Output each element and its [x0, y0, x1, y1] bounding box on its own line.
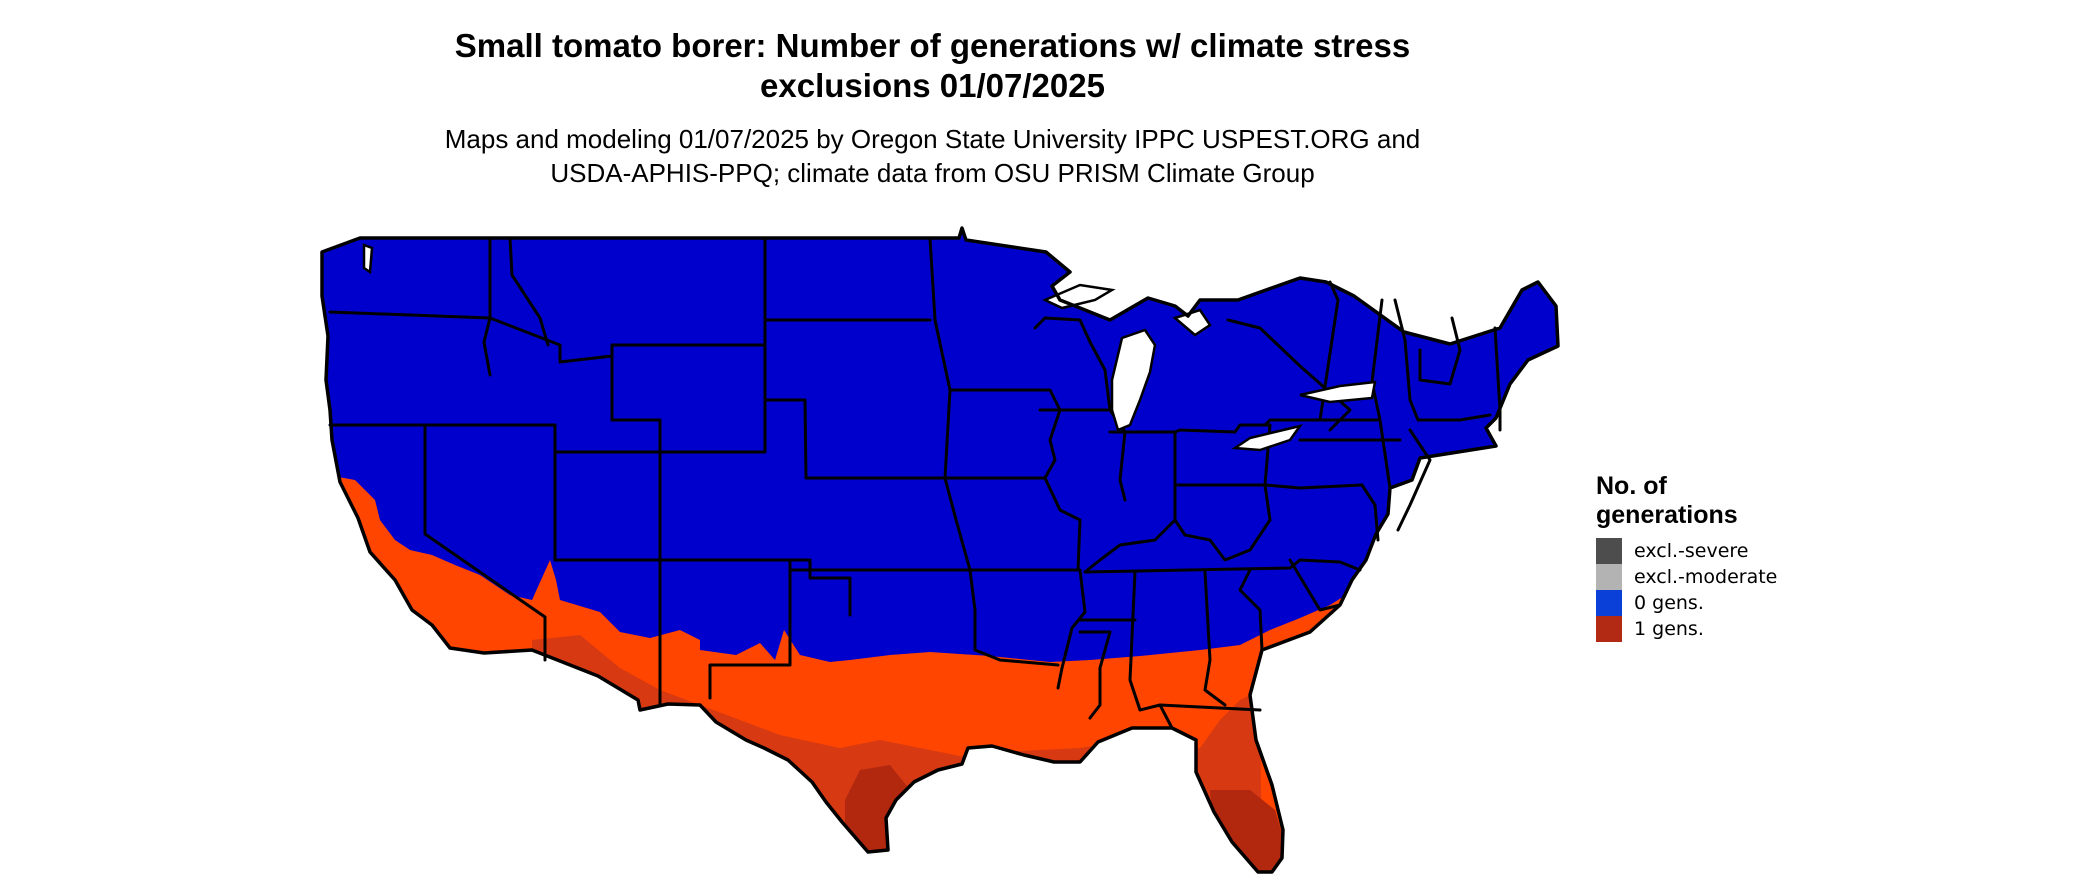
legend-item-excl-moderate: excl.-moderate	[1596, 564, 1896, 590]
legend-label-excl-moderate: excl.-moderate	[1634, 566, 1778, 588]
legend-label-1-gens: 1 gens.	[1634, 618, 1704, 640]
legend-swatch-excl-severe	[1596, 538, 1622, 564]
legend-label-0-gens: 0 gens.	[1634, 592, 1704, 614]
zone-dark-red	[845, 765, 1290, 872]
map-title-line-2: exclusions 01/07/2025	[760, 67, 1105, 104]
map-title-line-1: Small tomato borer: Number of generation…	[454, 27, 1411, 64]
legend-swatch-excl-moderate	[1596, 564, 1622, 590]
legend-swatch-0-gens	[1596, 590, 1622, 616]
legend-title-line-2: generations	[1596, 501, 1738, 529]
legend-item-excl-severe: excl.-severe	[1596, 538, 1896, 564]
legend-items: excl.-severe excl.-moderate 0 gens. 1 ge…	[1596, 538, 1896, 642]
legend-label-excl-severe: excl.-severe	[1634, 540, 1749, 562]
map-legend: No. of generations excl.-severe excl.-mo…	[1596, 472, 1896, 642]
legend-title-line-1: No. of	[1596, 472, 1667, 500]
legend-item-0-gens: 0 gens.	[1596, 590, 1896, 616]
us-generation-map	[320, 226, 1560, 874]
map-subtitle-line-2: USDA-APHIS-PPQ; climate data from OSU PR…	[550, 158, 1315, 188]
legend-swatch-1-gens	[1596, 616, 1622, 642]
state-borders	[328, 236, 1502, 730]
map-subtitle-line-1: Maps and modeling 01/07/2025 by Oregon S…	[444, 124, 1421, 154]
legend-item-1-gens: 1 gens.	[1596, 616, 1896, 642]
